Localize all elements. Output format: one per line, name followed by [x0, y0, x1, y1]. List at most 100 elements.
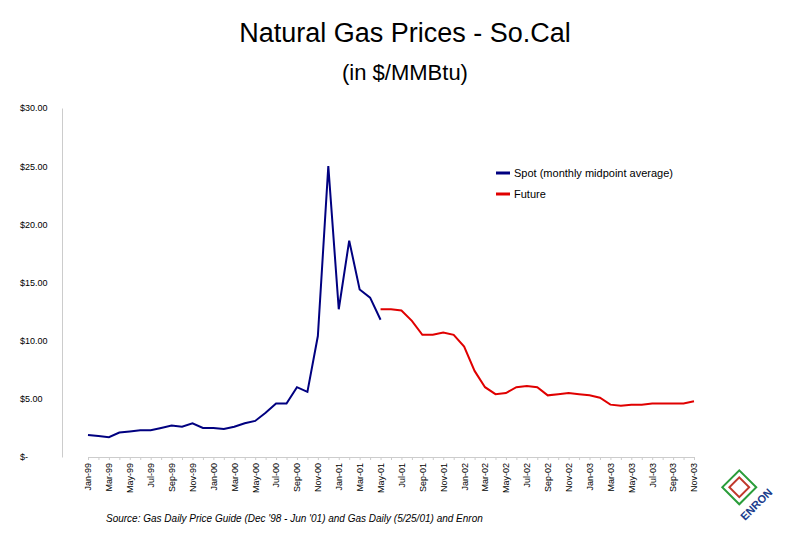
- x-tick: Jan-01: [334, 457, 344, 491]
- x-tick-label: Sep-03: [668, 463, 678, 492]
- x-tick-mark: [98, 457, 99, 460]
- y-tick: $-: [20, 452, 62, 462]
- logo-text: ENRON: [738, 486, 775, 523]
- x-tick-label: Jul-03: [648, 463, 658, 488]
- x-tick: May-02: [501, 457, 511, 493]
- y-tick: $25.00: [20, 162, 62, 172]
- x-tick-mark: [161, 457, 162, 460]
- x-tick-mark: [642, 457, 643, 460]
- y-tick-label: $15.00: [20, 278, 48, 288]
- x-tick: [119, 457, 120, 460]
- legend-label: Future: [514, 188, 546, 200]
- x-tick: [182, 457, 183, 460]
- x-tick-mark: [610, 457, 611, 460]
- x-tick-mark: [234, 457, 235, 460]
- x-tick-mark: [88, 457, 89, 460]
- x-tick-label: Jul-99: [146, 463, 156, 488]
- x-tick-label: Jan-03: [585, 463, 595, 491]
- chart: Natural Gas Prices - So.Cal(in $/MMBtu)$…: [0, 0, 810, 540]
- x-tick-mark: [433, 457, 434, 460]
- x-tick-label: Jan-01: [334, 463, 344, 491]
- title: Natural Gas Prices - So.Cal: [239, 18, 571, 48]
- x-tick-mark: [109, 457, 110, 460]
- x-tick: Mar-02: [480, 457, 490, 492]
- x-tick-label: May-99: [125, 463, 135, 493]
- x-tick-mark: [140, 457, 141, 460]
- y-tick-label: $5.00: [20, 394, 43, 404]
- x-tick-mark: [537, 457, 538, 460]
- x-tick-label: Nov-03: [689, 463, 699, 492]
- x-tick-mark: [516, 457, 517, 460]
- x-tick: Sep-99: [167, 457, 177, 492]
- x-tick-mark: [224, 457, 225, 460]
- logo-mark: [729, 477, 749, 497]
- y-tick: $30.00: [20, 103, 62, 113]
- x-tick: May-00: [251, 457, 261, 493]
- x-tick: [579, 457, 580, 460]
- y-tick: $10.00: [20, 336, 62, 346]
- x-tick-mark: [151, 457, 152, 460]
- x-tick: [642, 457, 643, 460]
- y-tick-label: $30.00: [20, 103, 48, 113]
- x-tick: [537, 457, 538, 460]
- x-tick: Jan-00: [209, 457, 219, 491]
- x-tick: [684, 457, 685, 460]
- y-tick-label: $10.00: [20, 336, 48, 346]
- x-tick: Sep-02: [543, 457, 553, 492]
- x-tick-mark: [192, 457, 193, 460]
- x-tick-label: Mar-99: [104, 463, 114, 492]
- x-tick: [203, 457, 204, 460]
- x-tick: [621, 457, 622, 460]
- x-tick-mark: [318, 457, 319, 460]
- x-tick: Jan-99: [83, 457, 93, 491]
- x-tick: Sep-00: [292, 457, 302, 492]
- x-tick: [663, 457, 664, 460]
- x-tick-mark: [276, 457, 277, 460]
- x-tick: [287, 457, 288, 460]
- source: Source: Gas Daily Price Guide (Dec '98 -…: [106, 513, 483, 524]
- x-tick: Nov-02: [564, 457, 574, 492]
- x-tick: Jul-00: [271, 457, 281, 488]
- x-tick: [140, 457, 141, 460]
- x-tick-mark: [339, 457, 340, 460]
- logo-mark: [722, 470, 756, 504]
- x-tick: [558, 457, 559, 460]
- x-tick-mark: [652, 457, 653, 460]
- x-tick: [266, 457, 267, 460]
- x-tick: [98, 457, 99, 460]
- lines: [88, 166, 694, 437]
- x-tick-label: Jan-02: [460, 463, 470, 491]
- x-tick-label: Mar-01: [355, 463, 365, 492]
- legend-swatch: [496, 193, 510, 196]
- x-tick: Jul-03: [648, 457, 658, 488]
- x-tick-label: Nov-99: [188, 463, 198, 492]
- x-tick-mark: [631, 457, 632, 460]
- x-tick-mark: [663, 457, 664, 460]
- x-tick-label: Jan-99: [83, 463, 93, 491]
- x-tick: [516, 457, 517, 460]
- x-tick-label: Nov-01: [439, 463, 449, 492]
- x-tick-mark: [412, 457, 413, 460]
- x-tick-mark: [307, 457, 308, 460]
- x-tick-label: Mar-00: [230, 463, 240, 492]
- x-tick-mark: [569, 457, 570, 460]
- x-tick-mark: [370, 457, 371, 460]
- x-tick-mark: [381, 457, 382, 460]
- x-tick: [245, 457, 246, 460]
- y-tick-label: $25.00: [20, 162, 48, 172]
- x-tick-mark: [464, 457, 465, 460]
- x-tick: [161, 457, 162, 460]
- x-tick-label: Jan-00: [209, 463, 219, 491]
- x-tick-mark: [287, 457, 288, 460]
- x-tick: Nov-01: [439, 457, 449, 492]
- x-tick-mark: [213, 457, 214, 460]
- y-axis-line: [62, 109, 63, 458]
- x-tick: [224, 457, 225, 460]
- x-tick: Nov-99: [188, 457, 198, 492]
- x-tick-mark: [454, 457, 455, 460]
- x-tick-mark: [621, 457, 622, 460]
- legend-label: Spot (monthly midpoint average): [514, 167, 673, 179]
- y-tick-label: $-: [20, 452, 28, 462]
- x-tick: [600, 457, 601, 460]
- x-tick: Sep-01: [418, 457, 428, 492]
